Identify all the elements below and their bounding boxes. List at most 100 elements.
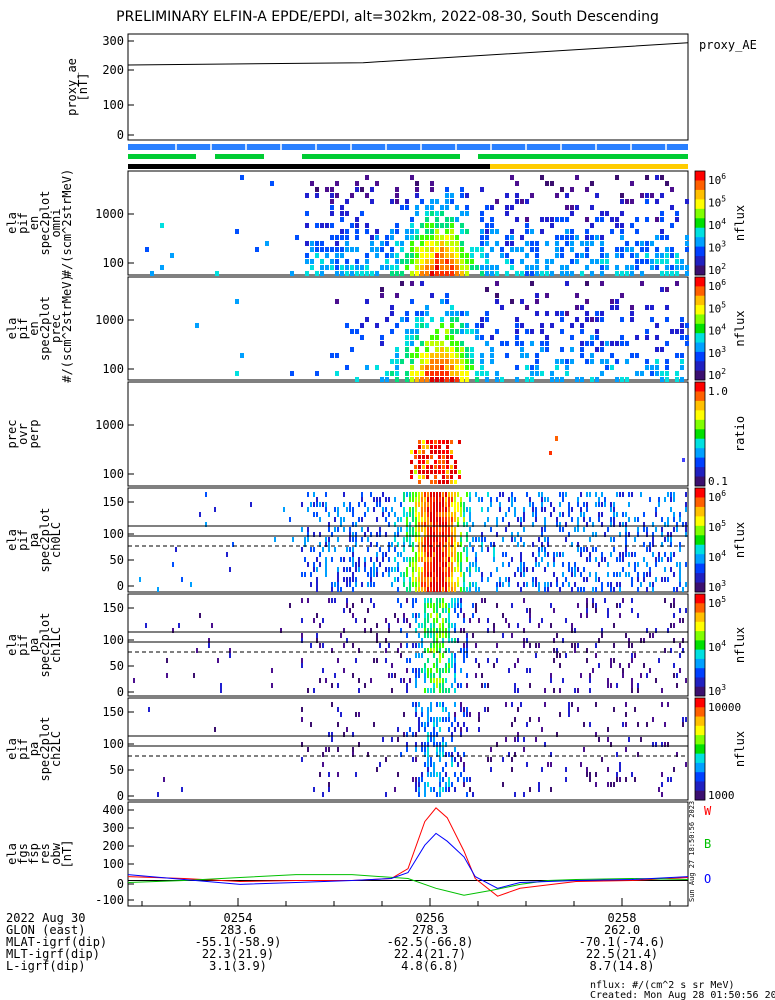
status-strip-green-3 [478,154,688,159]
spectrogram-cell [450,199,454,204]
spectrogram-cell [335,247,339,252]
pitch-angle-cell [538,787,540,792]
pitch-angle-cell [391,507,393,512]
colorbar-tick-label: 0.1 [708,475,728,488]
pitch-angle-cell [433,683,435,688]
pitch-angle-cell [463,587,465,592]
pitch-angle-cell [358,712,360,717]
pitch-angle-cell [604,598,606,603]
spectrogram-cell [530,271,534,276]
colorbar-segment [695,286,705,297]
pitch-angle-cell [598,638,600,643]
pitch-angle-cell [427,782,429,787]
colorbar-segment [695,361,705,372]
pitch-angle-cell [511,502,513,507]
spectrogram-cell [595,235,599,240]
pitch-angle-cell [649,572,651,577]
spectrogram-cell [440,377,444,382]
pitch-angle-cell [457,542,459,547]
y-tick-label: 100 [102,857,124,871]
pitch-angle-cell [478,712,480,717]
pitch-angle-cell [580,492,582,497]
spectrogram-cell [430,211,434,216]
spectrogram-cell [445,335,449,340]
spectrogram-cell [660,259,664,264]
spectrogram-cell [655,365,659,370]
status-strip-yellow [490,164,688,169]
pitch-angle-cell [463,613,465,618]
pitch-angle-cell [550,623,552,628]
spectrogram-cell [655,217,659,222]
pitch-angle-cell [559,527,561,532]
pitch-angle-cell [385,658,387,663]
spectrogram-cell [435,377,439,382]
pitch-angle-cell [427,547,429,552]
pitch-angle-cell [523,737,525,742]
pitch-angle-cell [511,497,513,502]
spectrogram-cell [375,271,379,276]
pitch-angle-cell [460,502,462,507]
pitch-angle-cell [625,537,627,542]
pitch-angle-cell [424,507,426,512]
pitch-angle-cell [448,603,450,608]
pitch-angle-cell [403,537,405,542]
pitch-angle-cell [661,792,663,797]
pitch-angle-cell [355,562,357,567]
spectrogram-cell [415,265,419,270]
pitch-angle-cell [310,547,312,552]
pitch-angle-cell [421,777,423,782]
spectrogram-cell [410,377,414,382]
pitch-angle-cell [421,707,423,712]
spectrogram-cell [545,241,549,246]
spectrogram-cell [435,271,439,276]
spectrogram-cell [450,311,454,316]
pitch-angle-cell [490,572,492,577]
spectrogram-cell [235,371,239,376]
spectrogram-cell [405,199,409,204]
pitch-angle-cell [439,772,441,777]
pitch-angle-cell [427,557,429,562]
pitch-angle-cell [541,547,543,552]
spectrogram-cell [455,235,459,240]
pitch-angle-cell [343,732,345,737]
pitch-angle-cell [376,497,378,502]
spectrogram-cell [365,271,369,276]
pitch-angle-cell [598,737,600,742]
pitch-angle-cell [439,522,441,527]
colorbar-segment [695,476,705,487]
pitch-angle-cell [406,633,408,638]
pitch-angle-cell [460,608,462,613]
pitch-angle-cell [433,492,435,497]
figure-title: PRELIMINARY ELFIN-A EPDE/EPDI, alt=302km… [116,9,659,25]
spectrogram-cell [445,299,449,304]
spectrogram-cell [515,217,519,222]
pitch-angle-cell [520,562,522,567]
spectrogram-cell [455,265,459,270]
pitch-angle-cell [502,613,504,618]
spectrogram-cell [510,229,514,234]
pitch-angle-cell [445,532,447,537]
pitch-angle-cell [418,702,420,707]
pitch-angle-cell [472,547,474,552]
pitch-angle-cell [346,638,348,643]
pitch-angle-cell [424,552,426,557]
spectrogram-cell [410,229,414,234]
pitch-angle-cell [673,572,675,577]
ratio-cell [410,450,413,454]
pitch-angle-cell [562,497,564,502]
colorbar-tick-label: 103 [708,579,726,594]
pitch-angle-cell [571,517,573,522]
spectrogram-cell [410,359,414,364]
spectrogram-cell [440,265,444,270]
pitch-angle-cell [598,663,600,668]
spectrogram-cell [430,235,434,240]
spectrogram-cell [435,259,439,264]
spectrogram-cell [440,247,444,252]
pitch-angle-cell [445,752,447,757]
colorbar-segment [695,305,705,315]
pitch-angle-cell [331,587,333,592]
pitch-angle-cell [433,547,435,552]
spectrogram-cell [425,265,429,270]
pitch-angle-cell [415,507,417,512]
pitch-angle-cell [310,572,312,577]
